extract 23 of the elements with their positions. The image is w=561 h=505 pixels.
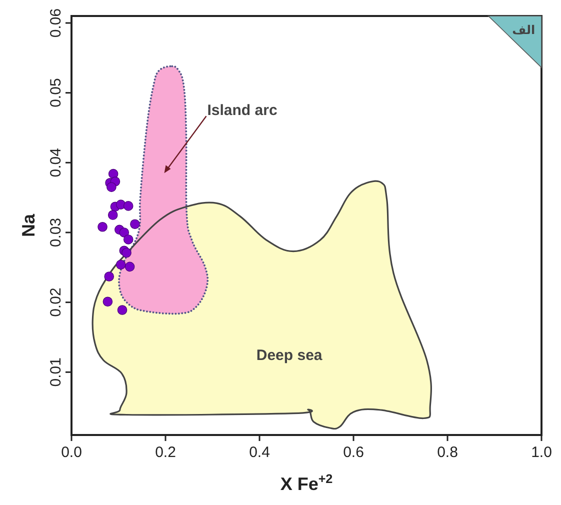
point: [108, 168, 118, 179]
y-tick-label: 0.02: [48, 288, 64, 317]
point: [102, 296, 113, 307]
annotation: الف: [512, 22, 536, 37]
x-tick-label: 0.2: [155, 444, 176, 461]
x-axis-title: X Fe$^{+2}$: [280, 472, 333, 494]
x-tick-label: 0.4: [249, 444, 270, 461]
x-tick-label: 0.0: [61, 444, 82, 461]
y-tick-label: 0.04: [48, 148, 64, 178]
point: [104, 272, 114, 282]
point: [108, 210, 118, 220]
point: [98, 222, 108, 232]
series-label: Island arc: [207, 102, 278, 120]
y-axis-title: Na: [18, 213, 38, 238]
point: [106, 182, 116, 192]
x-tick-label: 0.6: [343, 444, 364, 461]
y-tick-label: 0.05: [48, 78, 64, 108]
y-tick-label: 0.03: [48, 218, 64, 248]
x-tick-label: 0.8: [437, 444, 458, 461]
y-tick-label: 0.01: [48, 358, 64, 387]
x-tick-label: 1.0: [531, 444, 552, 461]
series-label: Deep sea: [256, 347, 323, 364]
y-tick-label: 0.06: [48, 8, 64, 38]
